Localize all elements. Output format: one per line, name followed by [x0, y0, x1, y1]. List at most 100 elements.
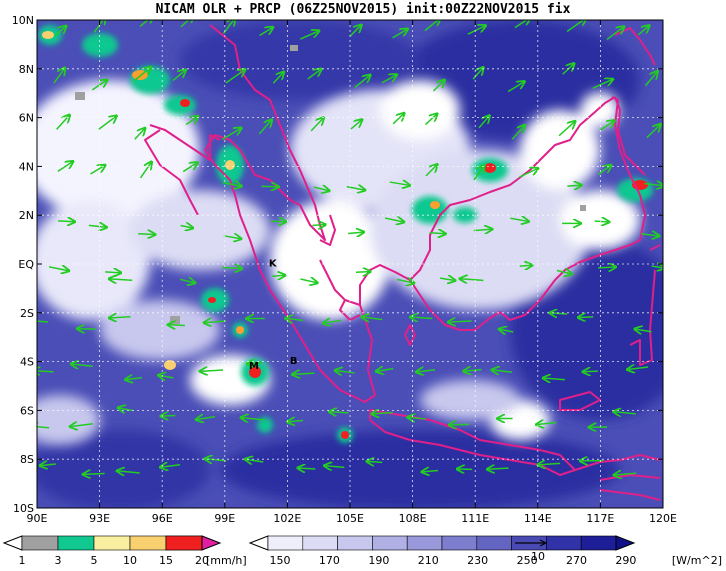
wind-vector	[487, 468, 509, 469]
wind-vector	[49, 267, 69, 271]
olr-legend-swatch	[441, 535, 478, 551]
wind-vector	[310, 118, 323, 132]
wind-vector	[222, 183, 241, 186]
olr-legend-swatch	[546, 535, 582, 551]
lat-label: 10N	[12, 14, 34, 27]
lon-label: 120E	[649, 512, 677, 525]
precip-legend-lower-cap	[2, 535, 23, 551]
wind-vector	[323, 320, 342, 323]
precip-legend-swatch	[93, 535, 131, 551]
wind-vector	[425, 165, 437, 177]
wind-vector	[543, 378, 565, 380]
wind-vector	[221, 128, 241, 141]
wind-vector	[644, 71, 657, 87]
wind-vector	[510, 218, 528, 221]
wind-vector	[83, 473, 105, 474]
wind-vector	[346, 187, 365, 191]
wind-vector	[307, 69, 321, 80]
wind-vector	[448, 321, 472, 322]
wind-vector	[54, 26, 66, 37]
wind-vector	[298, 468, 316, 469]
lat-label: EQ	[18, 258, 34, 271]
town-label: K	[269, 258, 278, 269]
wind-vector	[556, 270, 571, 274]
wind-vector	[367, 461, 383, 462]
wind-vector	[606, 27, 624, 41]
wind-vector	[392, 29, 408, 39]
olr-legend: 150 170 190 210 230 250 270 290 [W/m^2] 10	[248, 535, 722, 567]
wind-vector	[578, 317, 594, 318]
wind-vectors	[37, 20, 663, 475]
wind-vector	[362, 317, 383, 320]
wind-vector	[646, 124, 661, 139]
wind-vector	[71, 364, 93, 366]
wind-vector	[133, 67, 151, 82]
precip-legend: 1 3 5 10 15 20[mm/h]	[2, 535, 247, 567]
wind-vector	[644, 184, 663, 186]
olr-legend-swatch	[406, 535, 443, 551]
precip-legend-swatch	[165, 535, 203, 551]
precip-legend-tick: 1	[19, 554, 26, 567]
wind-vector	[641, 234, 659, 236]
map-field	[37, 20, 663, 508]
olr-legend-lower-cap	[248, 535, 269, 551]
precip-legend-tick: 10	[123, 554, 137, 567]
lon-label: 102E	[273, 512, 301, 525]
wind-vector	[355, 272, 370, 273]
olr-legend-tick: 210	[418, 554, 439, 567]
wind-vector	[288, 421, 304, 422]
olr-legend-swatch	[302, 535, 338, 551]
wind-vector	[159, 375, 174, 378]
reference-vector-label: 10	[531, 550, 545, 563]
wind-vector	[376, 369, 394, 372]
precip-legend-upper-cap	[201, 535, 222, 551]
wind-vector	[592, 79, 613, 89]
wind-vector	[223, 236, 241, 239]
wind-vector	[354, 75, 370, 88]
wind-vector	[449, 424, 470, 425]
olr-legend-swatch	[372, 535, 408, 551]
wind-vector	[472, 68, 483, 80]
wind-vector	[411, 317, 433, 318]
wind-vector	[598, 267, 615, 268]
wind-vector	[325, 466, 345, 468]
wind-vector	[241, 418, 265, 420]
wind-vector	[105, 272, 121, 273]
map-ticks	[36, 19, 664, 509]
precip-legend-tick: 5	[91, 554, 98, 567]
wind-vector	[467, 26, 486, 35]
wind-vector	[313, 187, 329, 191]
wind-vector	[432, 80, 445, 92]
wind-vector	[464, 369, 482, 371]
wind-vector	[537, 423, 557, 425]
olr-legend-tick: 170	[319, 554, 340, 567]
reference-vector-head	[539, 539, 548, 547]
wind-vector	[126, 378, 142, 380]
wind-vector	[511, 125, 524, 140]
wind-vector	[138, 234, 155, 235]
wind-vector	[40, 464, 56, 466]
wind-vector	[519, 265, 532, 266]
wind-vector	[161, 415, 176, 416]
wind-vector	[286, 318, 304, 320]
wind-vector	[57, 161, 73, 173]
lat-label: 6S	[20, 404, 34, 417]
map-title: NICAM OLR + PRCP (06Z25NOV2015) init:00Z…	[155, 2, 571, 17]
wind-vector	[514, 20, 530, 29]
wind-vector	[168, 325, 185, 326]
wind-vector	[98, 116, 117, 130]
wind-vector	[600, 121, 614, 131]
olr-legend-tick: 230	[467, 554, 488, 567]
precip-legend-swatch	[57, 535, 95, 551]
wind-vector	[583, 371, 598, 372]
wind-vector	[172, 70, 185, 81]
wind-vector	[180, 225, 193, 228]
lon-label: 108E	[399, 512, 427, 525]
wind-vector	[499, 329, 514, 332]
olr-legend-swatch	[337, 535, 373, 551]
wind-vector	[134, 128, 145, 140]
wind-vector	[37, 320, 49, 323]
lon-label: 114E	[524, 512, 552, 525]
wind-vector	[53, 68, 65, 84]
wind-vector	[37, 371, 54, 372]
